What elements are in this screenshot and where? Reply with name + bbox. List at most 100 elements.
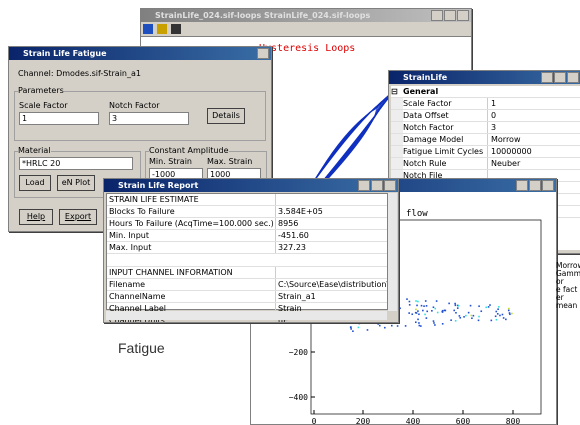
title-bar: Strain Life Fatigue: [9, 47, 271, 60]
report-key: Max. Input: [107, 242, 276, 253]
point: [421, 305, 423, 307]
point: [495, 315, 497, 317]
group-label: Material: [18, 146, 51, 155]
x-tick-label: 400: [406, 417, 421, 424]
point: [415, 300, 417, 302]
input[interactable]: *HRLC 20: [19, 157, 133, 170]
point: [454, 303, 456, 305]
property-row: Data Offset0: [391, 110, 580, 122]
point: [433, 306, 435, 308]
property-name: Notch Rule: [403, 158, 488, 169]
window-title: StrainLife_024.sif-loops StrainLife_024.…: [155, 11, 370, 20]
input[interactable]: 3: [109, 112, 189, 125]
point: [350, 326, 352, 328]
point: [508, 308, 510, 310]
point: [423, 305, 425, 307]
point: [431, 310, 433, 312]
property-row: Fatigue Limit Cycles10000000: [391, 146, 580, 158]
report-key: Blocks To Failure: [107, 206, 276, 217]
point: [384, 327, 386, 329]
point: [433, 322, 435, 324]
point: [377, 323, 379, 325]
point: [459, 317, 461, 319]
point: [459, 315, 461, 317]
point: [418, 313, 420, 315]
property-row: ⊟General: [391, 86, 580, 98]
category: General: [403, 86, 580, 97]
report-key: STRAIN LIFE ESTIMATE: [107, 194, 276, 205]
point: [417, 310, 419, 312]
report-value: 327.23: [276, 242, 387, 253]
y-tick-label: −200: [289, 348, 308, 357]
property-value: 3: [488, 122, 580, 133]
point: [419, 325, 421, 327]
point: [436, 300, 438, 302]
point: [415, 321, 417, 323]
point: [425, 300, 427, 302]
label: Max. Strain: [207, 157, 252, 166]
point: [495, 311, 497, 313]
window-title: StrainLife: [403, 73, 447, 82]
button[interactable]: Help: [19, 209, 53, 225]
group-label: Constant Amplitude: [149, 146, 229, 155]
point: [420, 325, 422, 327]
point: [457, 307, 459, 309]
property-value: Neuber: [488, 158, 580, 169]
title-bar: StrainLife_024.sif-loops StrainLife_024.…: [141, 9, 471, 22]
label: Notch Factor: [109, 101, 160, 110]
point: [511, 313, 513, 315]
point: [470, 305, 472, 307]
point: [350, 328, 352, 330]
indent: [391, 134, 403, 145]
point: [505, 319, 507, 321]
plot-title: flow: [406, 209, 428, 219]
point: [415, 309, 417, 311]
window-title: Strain Life Fatigue: [23, 49, 107, 58]
point: [418, 322, 420, 324]
point: [455, 304, 457, 306]
point: [468, 312, 470, 314]
property-value: 1: [488, 98, 580, 109]
property-value: Morrow: [488, 134, 580, 145]
button[interactable]: Load: [19, 175, 51, 191]
point: [409, 301, 411, 303]
report-key: ChannelName: [107, 291, 276, 302]
scrollbar[interactable]: [388, 193, 397, 311]
point: [367, 329, 369, 331]
x-tick-label: 600: [456, 417, 471, 424]
label: Min. Strain: [149, 157, 192, 166]
point: [417, 301, 419, 303]
point: [397, 325, 399, 327]
point: [473, 315, 475, 317]
report-row: ChannelNameStrain_a1: [107, 291, 387, 303]
point: [471, 315, 473, 317]
property-name: Scale Factor: [403, 98, 488, 109]
input[interactable]: 1: [19, 112, 99, 125]
point: [508, 310, 510, 312]
point: [485, 307, 487, 309]
property-value: 10000000: [488, 146, 580, 157]
button[interactable]: eN Plot: [57, 175, 95, 191]
property-value: 0: [488, 110, 580, 121]
point: [433, 320, 435, 322]
point: [458, 305, 460, 307]
button[interactable]: Export: [59, 209, 97, 225]
point: [406, 298, 408, 300]
point: [488, 306, 490, 308]
title-bar: StrainLife: [389, 71, 580, 84]
button[interactable]: Details: [207, 108, 245, 124]
point: [424, 314, 426, 316]
scrollbar[interactable]: [106, 311, 387, 320]
report-value: 3.584E+05: [276, 206, 387, 217]
point: [478, 305, 480, 307]
x-tick-label: 800: [506, 417, 521, 424]
point: [416, 305, 418, 307]
indent: [391, 110, 403, 121]
indent: [391, 158, 403, 169]
label: Scale Factor: [19, 101, 68, 110]
indent: [391, 122, 403, 133]
point: [408, 312, 410, 314]
